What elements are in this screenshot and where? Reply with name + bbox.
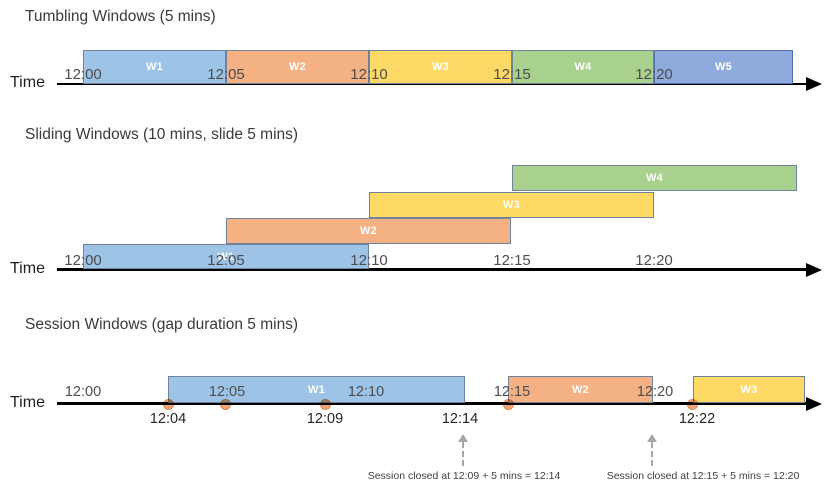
section-title-session: Session Windows (gap duration 5 mins) bbox=[25, 316, 299, 333]
time-tick-label: 12:15 bbox=[493, 252, 531, 269]
time-tick-label: 12:00 bbox=[64, 66, 102, 83]
time-tick-label: 12:00 bbox=[64, 252, 102, 269]
window-label: W2 bbox=[288, 61, 307, 73]
window-box-tumbling-w4: W4 bbox=[512, 50, 654, 84]
time-axis-line-tumbling bbox=[57, 83, 806, 85]
window-label: W1 bbox=[145, 61, 164, 73]
arrow-right-icon-sliding bbox=[806, 262, 822, 277]
session-closed-annotation: Session closed at 12:09 + 5 mins = 12:14 bbox=[367, 470, 561, 482]
window-label: W5 bbox=[714, 61, 733, 73]
time-tick-label: 12:10 bbox=[347, 384, 385, 400]
window-box-session-w3: W3 bbox=[693, 376, 805, 403]
event-time-label: 12:22 bbox=[678, 411, 716, 427]
window-box-session-w2: W2 bbox=[508, 376, 653, 403]
time-tick-label: 12:15 bbox=[493, 384, 531, 400]
event-dot bbox=[219, 398, 231, 410]
time-tick-label: 12:10 bbox=[350, 252, 388, 269]
session-closed-annotation: Session closed at 12:15 + 5 mins = 12:20 bbox=[606, 470, 800, 482]
time-axis-label-session: Time bbox=[10, 394, 45, 411]
event-dot bbox=[502, 398, 514, 410]
time-tick-label: 12:05 bbox=[207, 252, 245, 269]
window-box-tumbling-w3: W3 bbox=[369, 50, 512, 84]
window-box-tumbling-w5: W5 bbox=[654, 50, 793, 84]
dashed-arrow-line bbox=[651, 442, 653, 466]
dashed-arrow-line bbox=[462, 442, 464, 466]
window-box-tumbling-w2: W2 bbox=[226, 50, 369, 84]
window-box-sliding-w4: W4 bbox=[512, 165, 797, 191]
event-dot bbox=[686, 398, 698, 410]
dashed-arrow-up-icon bbox=[647, 434, 657, 442]
arrow-right-icon-session bbox=[806, 396, 822, 411]
time-tick-label: 12:10 bbox=[350, 66, 388, 83]
window-label: W2 bbox=[571, 383, 590, 396]
event-dot bbox=[162, 398, 174, 410]
window-box-sliding-w1: W1 bbox=[83, 244, 369, 269]
window-label: W2 bbox=[359, 225, 378, 237]
section-title-sliding: Sliding Windows (10 mins, slide 5 mins) bbox=[25, 126, 299, 143]
window-label: W3 bbox=[740, 383, 758, 396]
event-dot bbox=[319, 398, 331, 410]
time-axis-line-sliding bbox=[57, 268, 806, 271]
time-tick-label: 12:20 bbox=[635, 252, 673, 269]
dashed-arrow-up-icon bbox=[458, 434, 468, 442]
window-label: W3 bbox=[431, 61, 450, 73]
window-box-sliding-w3: W3 bbox=[369, 192, 654, 218]
window-box-session-w1: W1 bbox=[168, 376, 465, 403]
window-box-sliding-w2: W2 bbox=[226, 218, 511, 244]
window-label: W1 bbox=[307, 383, 326, 396]
time-tick-label: 12:20 bbox=[635, 66, 673, 83]
window-box-tumbling-w1: W1 bbox=[83, 50, 226, 84]
arrow-right-icon-tumbling bbox=[806, 77, 822, 91]
time-tick-label: 12:05 bbox=[208, 384, 246, 400]
window-label: W1 bbox=[217, 250, 235, 263]
event-time-label: 12:04 bbox=[149, 411, 187, 427]
time-axis-line-session bbox=[57, 402, 806, 405]
time-tick-label: 12:05 bbox=[207, 66, 245, 83]
time-axis-label-tumbling: Time bbox=[10, 74, 45, 91]
time-axis-label-sliding: Time bbox=[10, 260, 45, 277]
section-title-tumbling: Tumbling Windows (5 mins) bbox=[25, 8, 216, 25]
event-time-label: 12:09 bbox=[306, 411, 344, 427]
window-label: W4 bbox=[645, 172, 664, 184]
time-tick-label: 12:15 bbox=[493, 66, 531, 83]
time-tick-label: 12:20 bbox=[636, 384, 674, 400]
window-label: W4 bbox=[574, 61, 592, 73]
event-time-label: 12:14 bbox=[441, 411, 479, 427]
time-tick-label: 12:00 bbox=[64, 384, 102, 400]
window-label: W3 bbox=[502, 199, 521, 211]
